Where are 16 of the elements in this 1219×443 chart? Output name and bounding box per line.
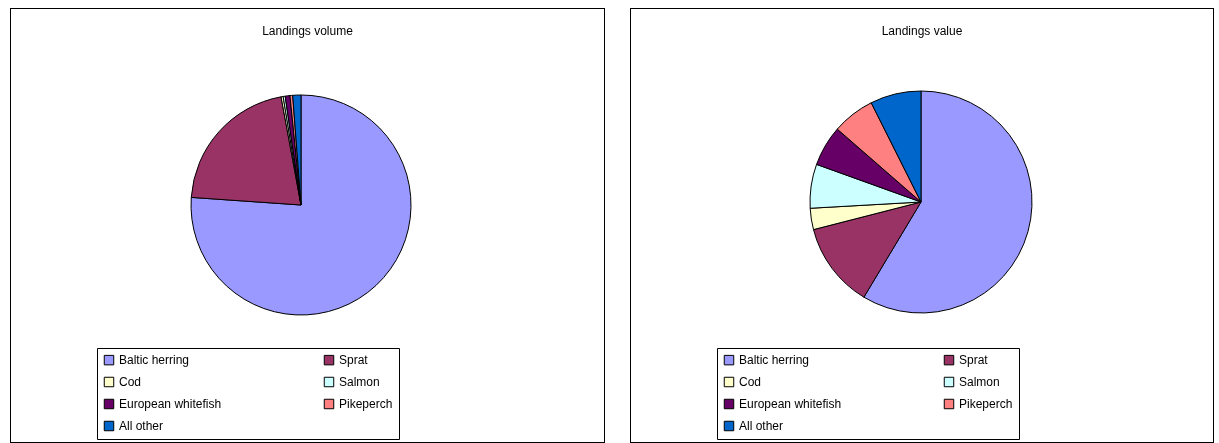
legend-label: Sprat xyxy=(959,353,989,368)
legend-label: All other xyxy=(119,419,164,433)
legend-label: Sprat xyxy=(339,353,369,368)
legend-label: Cod xyxy=(739,375,762,389)
legend-label: Pikeperch xyxy=(959,397,1013,411)
legend-label: Salmon xyxy=(959,375,1000,389)
legend-label: European whitefish xyxy=(739,397,842,411)
legend-label: Baltic herring xyxy=(119,353,190,368)
chart-title: Landings value xyxy=(881,24,963,38)
legend-label: All other xyxy=(739,419,784,433)
legend-label: European whitefish xyxy=(119,397,222,411)
legend-label: Pikeperch xyxy=(339,397,393,411)
chart-title: Landings volume xyxy=(262,24,354,38)
legend-label: Baltic herring xyxy=(739,353,810,368)
legend-label: Salmon xyxy=(339,375,380,389)
legend-label: Cod xyxy=(119,375,142,389)
